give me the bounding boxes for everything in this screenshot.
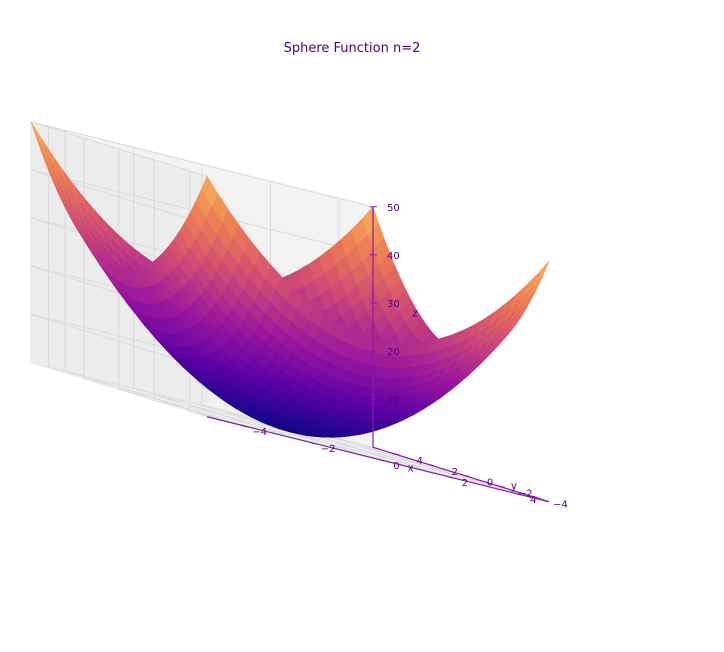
x-tick-label-4: 4 — [530, 495, 536, 506]
x-tick-label-2: 0 — [393, 461, 399, 472]
grid-back-z-4 — [30, 121, 374, 208]
grid-floor-y-3 — [83, 378, 426, 465]
z-tick-label-2: 30 — [387, 299, 400, 310]
x-tick-label-0: −4 — [252, 427, 267, 438]
z-tick-label-0: 10 — [387, 395, 400, 406]
x-axis-label: x — [407, 462, 413, 474]
grid-side-z-4 — [30, 121, 208, 177]
y-tick-label-1: −2 — [518, 489, 533, 500]
x-tick-mark-4 — [514, 492, 522, 496]
grid-floor-y-0 — [189, 410, 532, 497]
chart-title: Sphere Function n=2 — [284, 41, 421, 56]
y-tick-label-0: −4 — [553, 500, 568, 511]
y-tick-mark-3 — [425, 463, 435, 467]
y-tick-label-3: 2 — [452, 467, 458, 478]
x-tick-mark-0 — [241, 424, 248, 428]
x-tick-label-3: 2 — [462, 478, 468, 489]
grid-floor-y-1 — [154, 399, 497, 486]
x-tick-mark-1 — [309, 441, 316, 445]
z-tick-label-4: 50 — [387, 203, 400, 214]
y-axis-label: y — [511, 481, 517, 493]
z-tick-label-1: 20 — [387, 347, 400, 358]
y-tick-label-4: 4 — [416, 456, 422, 467]
x-tick-mark-3 — [446, 475, 453, 479]
y-tick-mark-1 — [496, 484, 505, 489]
y-tick-label-2: 0 — [487, 478, 493, 489]
surface-mesh — [30, 121, 550, 438]
z-tick-label-3: 40 — [387, 251, 400, 262]
grid-floor-y-4 — [48, 367, 391, 454]
x-tick-label-1: −2 — [321, 444, 336, 455]
y-tick-mark-2 — [460, 474, 470, 478]
surface-cell-31-0 — [532, 261, 550, 287]
y-tick-mark-0 — [531, 495, 541, 499]
z-axis-label: z — [412, 308, 418, 320]
x-tick-mark-2 — [377, 458, 385, 462]
y-tick-mark-4 — [390, 452, 400, 456]
